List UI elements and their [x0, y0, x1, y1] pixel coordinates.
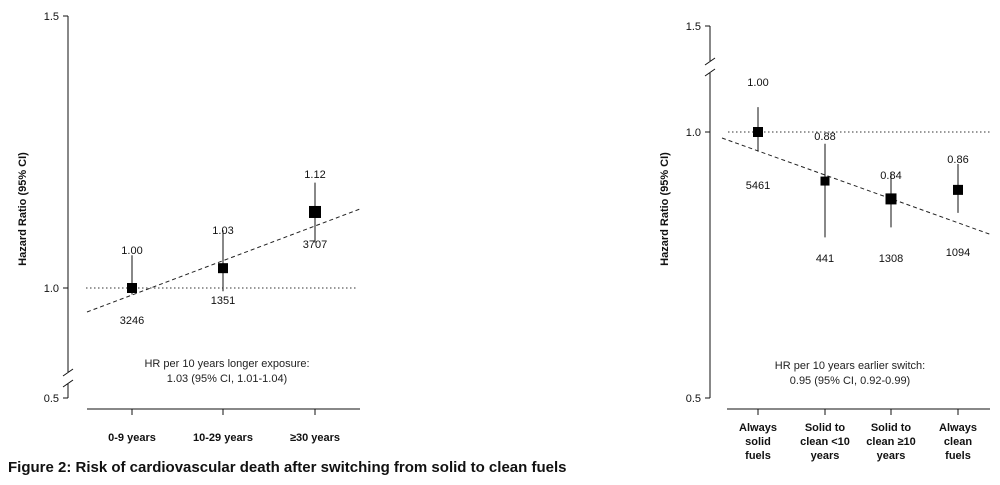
estimate-label: 1.03 — [212, 225, 233, 237]
count-label: 5461 — [746, 180, 770, 192]
y-axis-label: Hazard Ratio (95% CI) — [659, 152, 671, 266]
chart-panel-1: 0.5 1.0 1.5 Hazard Ratio (95% CI) 0-9 years 1… — [17, 11, 361, 444]
x-tick-label: Always — [939, 422, 977, 434]
x-tick-label: ≥30 years — [290, 432, 340, 444]
count-label: 1308 — [879, 253, 903, 265]
data-point — [753, 127, 763, 137]
estimate-label: 0.86 — [947, 154, 968, 166]
axis-break-mark — [704, 68, 716, 77]
count-label: 3246 — [120, 315, 144, 327]
hr-annotation: HR per 10 years earlier switch: — [775, 360, 925, 372]
data-point — [953, 184, 963, 195]
x-tick-label: fuels — [745, 450, 771, 462]
y-tick-label: 1.5 — [686, 21, 701, 33]
x-tick-label: 0-9 years — [108, 432, 156, 444]
y-tick-label: 1.0 — [686, 127, 701, 139]
hr-annotation: HR per 10 years longer exposure: — [144, 358, 309, 370]
estimate-label: 0.84 — [880, 170, 901, 182]
data-point — [885, 193, 897, 205]
data-point — [820, 176, 830, 186]
count-label: 3707 — [303, 239, 327, 251]
y-tick-label: 1.0 — [44, 283, 59, 295]
figure-caption: Figure 2: Risk of cardiovascular death a… — [8, 459, 567, 476]
x-tick-label: Solid to — [805, 422, 846, 434]
x-tick-label: Solid to — [871, 422, 912, 434]
count-label: 1351 — [211, 295, 235, 307]
estimate-label: 1.00 — [121, 245, 142, 257]
estimate-label: 1.12 — [304, 169, 325, 181]
data-point — [127, 283, 137, 293]
estimate-label: 1.00 — [747, 77, 768, 89]
count-label: 441 — [816, 253, 834, 265]
x-tick-label: 10-29 years — [193, 432, 253, 444]
axis-break-mark — [62, 379, 74, 388]
x-tick-label: years — [811, 450, 840, 462]
count-label: 1094 — [946, 247, 970, 259]
x-tick-label: fuels — [945, 450, 971, 462]
x-tick-label: clean — [944, 436, 972, 448]
trend-line — [721, 137, 993, 236]
chart-panel-2: 0.5 1.0 1.5 Hazard Ratio (95% CI) Always soli… — [659, 21, 993, 462]
x-tick-label: years — [877, 450, 906, 462]
x-tick-label: clean ≥10 — [866, 436, 915, 448]
y-tick-label: 1.5 — [44, 11, 59, 23]
y-tick-label: 0.5 — [44, 393, 59, 405]
y-tick-label: 0.5 — [686, 393, 701, 405]
data-point — [218, 263, 228, 274]
x-tick-label: solid — [745, 436, 771, 448]
hr-annotation: 0.95 (95% CI, 0.92-0.99) — [790, 375, 910, 387]
data-point — [309, 205, 321, 218]
hr-annotation: 1.03 (95% CI, 1.01-1.04) — [167, 373, 287, 385]
estimate-label: 0.88 — [814, 131, 835, 143]
axis-break-mark — [62, 368, 74, 377]
y-axis-label: Hazard Ratio (95% CI) — [17, 152, 29, 266]
axis-break-mark — [704, 57, 716, 66]
x-tick-label: clean <10 — [800, 436, 850, 448]
x-tick-label: Always — [739, 422, 777, 434]
